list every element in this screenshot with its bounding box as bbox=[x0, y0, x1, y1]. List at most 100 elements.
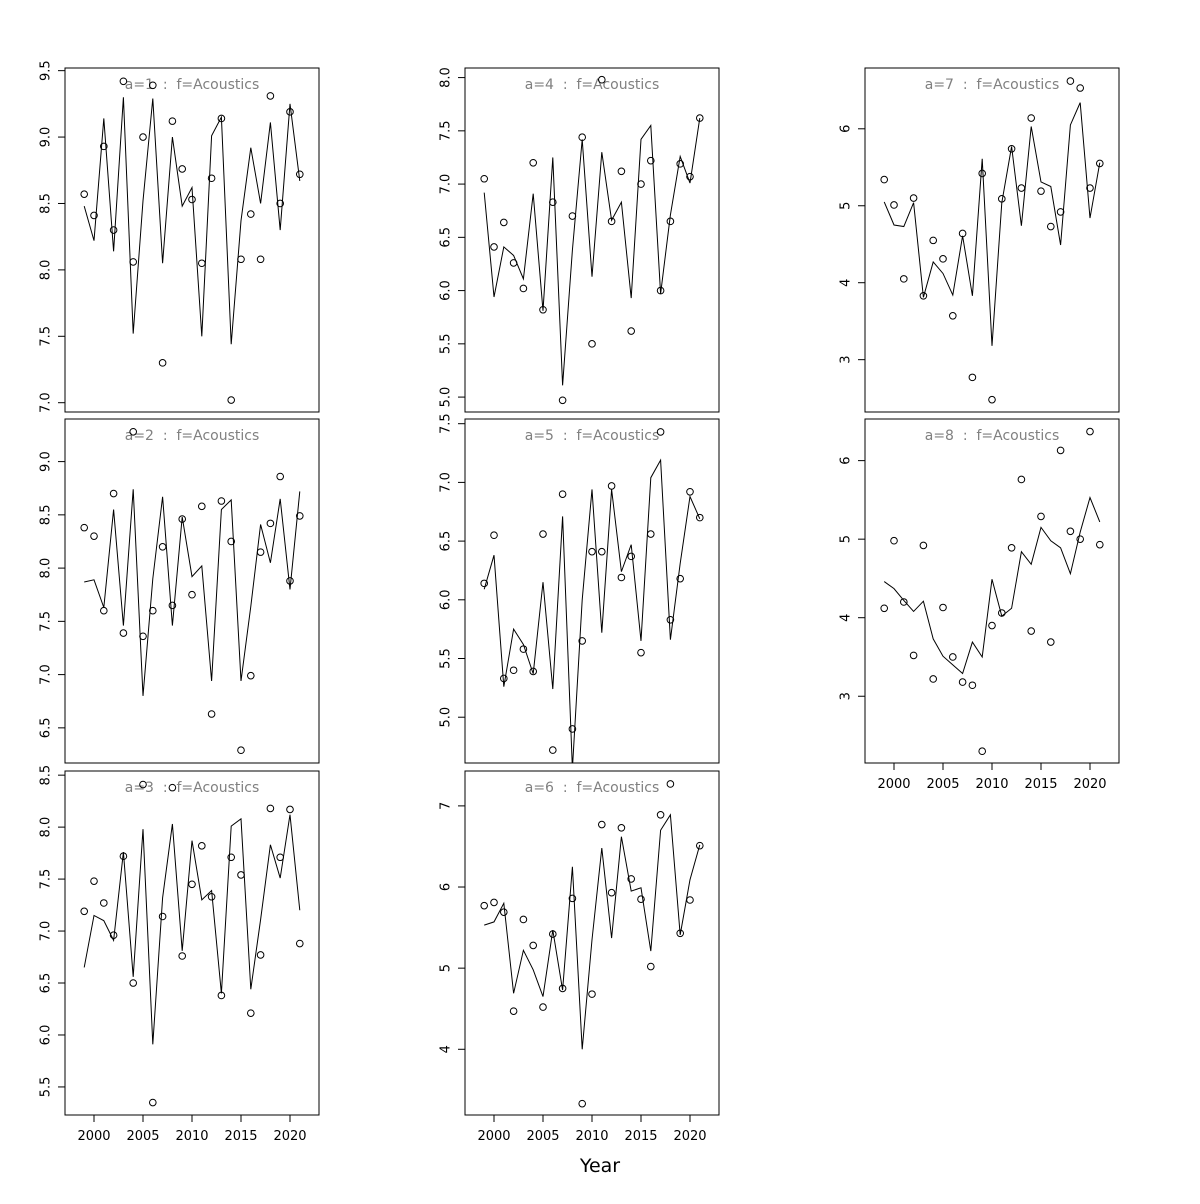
data-point bbox=[637, 895, 645, 903]
data-point bbox=[607, 482, 616, 490]
panel-frame bbox=[864, 418, 1120, 764]
data-line bbox=[883, 495, 1101, 675]
data-point bbox=[666, 615, 675, 624]
data-line bbox=[83, 814, 301, 1045]
data-point bbox=[949, 653, 957, 661]
y-tick-label: 6.0 bbox=[39, 1025, 54, 1046]
panel: a=6 : f=Acoustics 4 5 6 7 2000 2005 2010 2015 202… bbox=[439, 770, 720, 1144]
data-point bbox=[558, 396, 567, 405]
data-point bbox=[958, 678, 967, 686]
data-point bbox=[939, 255, 947, 263]
x-tick-label: 2020 bbox=[273, 1129, 306, 1144]
panel-frame bbox=[64, 67, 320, 413]
data-point bbox=[695, 841, 704, 850]
data-point bbox=[646, 962, 655, 971]
data-point bbox=[627, 875, 635, 883]
data-line bbox=[484, 813, 701, 1050]
data-point bbox=[588, 340, 596, 348]
panel-frame bbox=[464, 67, 720, 413]
data-point bbox=[80, 190, 89, 198]
data-point bbox=[529, 667, 538, 676]
x-tick-label: 2005 bbox=[126, 1129, 159, 1144]
panel: a=2 : f=Acoustics 6.5 7.0 7.5 8.0 8.5 9.0 bbox=[39, 418, 320, 764]
data-point bbox=[490, 898, 498, 907]
panel-frame bbox=[864, 67, 1120, 413]
data-point bbox=[529, 158, 538, 167]
data-point bbox=[168, 601, 177, 610]
x-tick-label: 2015 bbox=[1024, 777, 1057, 792]
data-point bbox=[1017, 475, 1026, 484]
panel-title: a=3 : f=Acoustics bbox=[125, 780, 260, 796]
panel-title: a=4 : f=Acoustics bbox=[525, 77, 660, 93]
data-point bbox=[256, 255, 265, 264]
y-tick-label: 4 bbox=[439, 1045, 454, 1053]
data-point bbox=[578, 637, 587, 645]
data-point bbox=[597, 75, 606, 84]
y-tick-label: 9.0 bbox=[39, 451, 54, 472]
data-point bbox=[1017, 184, 1026, 192]
y-tick-label: 5.5 bbox=[439, 648, 454, 669]
y-tick-label: 5.0 bbox=[439, 387, 454, 408]
data-point bbox=[1076, 535, 1084, 543]
panel-title: a=1 : f=Acoustics bbox=[125, 77, 260, 93]
data-point bbox=[178, 952, 187, 960]
data-point bbox=[978, 747, 987, 756]
x-tick-label: 2000 bbox=[877, 777, 910, 792]
y-tick-label: 6.5 bbox=[39, 718, 54, 739]
data-point bbox=[129, 979, 138, 987]
data-point bbox=[100, 606, 108, 615]
data-line bbox=[483, 458, 701, 763]
data-point bbox=[149, 1098, 157, 1107]
data-point bbox=[100, 899, 108, 907]
y-tick-label: 7.0 bbox=[39, 392, 54, 413]
data-point bbox=[480, 174, 489, 183]
x-tick-label: 2015 bbox=[224, 1129, 257, 1144]
data-point bbox=[597, 547, 606, 556]
x-tick-label: 2015 bbox=[624, 1129, 657, 1144]
data-point bbox=[529, 941, 538, 950]
data-point bbox=[266, 92, 275, 100]
data-line bbox=[84, 489, 301, 696]
data-point bbox=[129, 427, 138, 436]
data-point bbox=[197, 259, 206, 268]
data-point bbox=[919, 291, 928, 300]
data-point bbox=[90, 211, 98, 220]
data-point bbox=[109, 489, 118, 498]
y-tick-label: 8.0 bbox=[39, 260, 54, 281]
data-line bbox=[83, 97, 301, 345]
data-point bbox=[1056, 446, 1065, 455]
data-point bbox=[900, 275, 908, 283]
data-point bbox=[578, 1099, 587, 1108]
data-point bbox=[1066, 77, 1075, 85]
data-point bbox=[286, 805, 294, 814]
y-tick-label: 5.0 bbox=[439, 707, 454, 728]
data-point bbox=[80, 907, 89, 916]
y-tick-label: 7 bbox=[439, 802, 454, 810]
data-point bbox=[627, 552, 635, 561]
data-point bbox=[227, 853, 235, 862]
data-point bbox=[227, 537, 235, 546]
data-point bbox=[149, 606, 157, 615]
data-point bbox=[295, 170, 304, 179]
data-point bbox=[558, 490, 567, 498]
data-point bbox=[168, 783, 177, 792]
data-point bbox=[266, 804, 275, 813]
data-point bbox=[1037, 512, 1045, 521]
data-point bbox=[666, 780, 675, 788]
data-point bbox=[129, 258, 138, 266]
data-point bbox=[246, 210, 255, 218]
y-tick-label: 6 bbox=[839, 125, 854, 133]
data-point bbox=[119, 629, 128, 637]
y-tick-label: 3 bbox=[839, 356, 854, 364]
data-point bbox=[227, 396, 235, 404]
x-tick-label: 2005 bbox=[926, 777, 959, 792]
data-point bbox=[168, 117, 177, 125]
data-point bbox=[890, 201, 898, 209]
data-point bbox=[139, 780, 147, 789]
data-point bbox=[568, 894, 577, 903]
data-point bbox=[549, 746, 557, 754]
data-point bbox=[900, 598, 908, 606]
y-tick-label: 8.5 bbox=[39, 193, 54, 214]
data-point bbox=[607, 888, 616, 897]
data-point bbox=[890, 536, 898, 545]
